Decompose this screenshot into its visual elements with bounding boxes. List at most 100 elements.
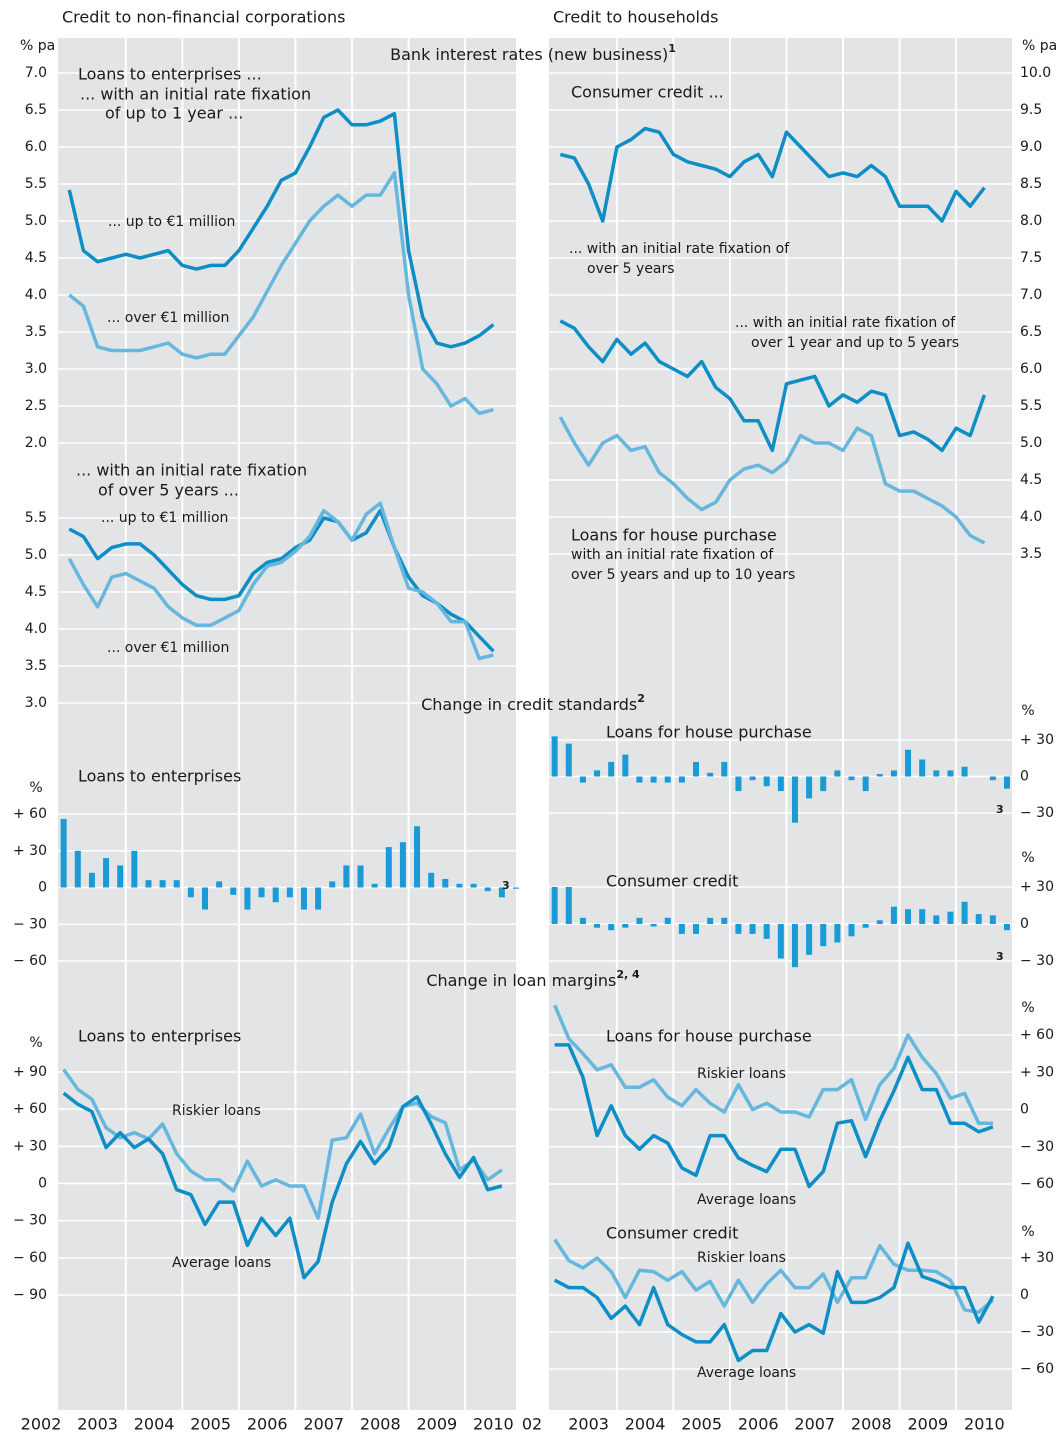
bar <box>399 842 406 888</box>
y-tick-label: − 30 <box>1020 805 1054 821</box>
section-title-text: Change in loan margins <box>426 971 616 990</box>
y-tick-label: 6.5 <box>1020 324 1042 340</box>
axis-unit: % <box>29 780 42 796</box>
y-tick-label: 9.5 <box>1020 102 1042 118</box>
y-tick-label: 5.5 <box>25 176 47 192</box>
series-line <box>554 1043 994 1189</box>
bar <box>594 770 601 777</box>
bar <box>103 858 110 888</box>
bar <box>60 818 67 888</box>
y-tick-label: − 60 <box>1020 1361 1054 1377</box>
bar <box>919 909 926 924</box>
y-tick-label: + 90 <box>13 1064 47 1080</box>
series-line <box>559 319 987 453</box>
bar <box>258 887 265 898</box>
y-tick-label: 0 <box>1020 1102 1029 1118</box>
bar <box>905 749 912 777</box>
bar <box>664 917 671 924</box>
bar <box>636 917 643 924</box>
annotation: Riskier loans <box>697 1250 786 1266</box>
annotation: Riskier loans <box>172 1103 261 1119</box>
annotation: Consumer credit <box>606 872 738 891</box>
y-tick-label: − 30 <box>1020 1324 1054 1340</box>
y-tick-label: 0 <box>1020 1287 1029 1303</box>
y-tick-label: − 30 <box>1020 953 1054 969</box>
annotation: over 5 years and up to 10 years <box>571 567 795 583</box>
annotation: 3 <box>502 879 510 892</box>
bar <box>975 914 982 924</box>
bar <box>343 865 350 888</box>
y-tick-label: 3.0 <box>25 695 47 711</box>
labels: 2002 2003 2004 2005 2006 2007 2008 2009 2010 02 20… <box>13 38 1057 1434</box>
bar <box>905 909 912 924</box>
footnote-mark: 2, 4 <box>616 968 640 981</box>
bar <box>693 761 700 777</box>
bar <box>173 880 180 888</box>
axis-unit: % <box>1021 1224 1034 1240</box>
bar <box>385 847 392 888</box>
bar <box>650 924 657 927</box>
y-tick-label: 7.5 <box>1020 250 1042 266</box>
series-line <box>67 108 495 349</box>
bar <box>551 736 558 777</box>
marks <box>60 108 1010 1363</box>
y-tick-label: 7.0 <box>25 65 47 81</box>
annotation: Average loans <box>697 1365 796 1381</box>
y-tick-label: 0 <box>1020 769 1029 785</box>
bar <box>1004 924 1010 931</box>
x-tick-label: 2006 <box>247 1415 288 1434</box>
y-tick-label: 8.0 <box>1020 213 1042 229</box>
y-tick-label: 2.5 <box>25 398 47 414</box>
bar <box>442 878 449 888</box>
bar <box>777 776 784 792</box>
axis-unit: % <box>1021 1000 1034 1016</box>
bar <box>989 915 996 924</box>
y-tick-label: + 30 <box>1020 1064 1054 1080</box>
annotation: Loans for house purchase <box>606 1027 812 1046</box>
y-tick-label: 4.5 <box>25 250 47 266</box>
bar <box>88 872 95 888</box>
y-tick-label: 5.5 <box>1020 398 1042 414</box>
x-tick-label: 2004 <box>625 1415 666 1434</box>
bar <box>579 917 586 924</box>
bar <box>947 911 954 924</box>
y-tick-label: 4.0 <box>25 287 47 303</box>
bar <box>650 776 657 783</box>
bar <box>565 743 572 777</box>
bar <box>721 917 728 924</box>
annotation: ... over €1 million <box>107 640 229 656</box>
axis-unit: % pa <box>1022 38 1057 54</box>
bar <box>622 754 629 777</box>
series-line <box>553 1004 993 1125</box>
bar <box>806 924 813 955</box>
annotation: ... over €1 million <box>107 310 229 326</box>
bar <box>678 924 685 934</box>
bar <box>636 776 643 783</box>
y-tick-label: + 30 <box>1020 732 1054 748</box>
bar <box>820 776 827 792</box>
y-tick-label: 5.5 <box>25 510 47 526</box>
bar <box>749 776 756 781</box>
footnote-mark: 2 <box>637 692 645 705</box>
bar <box>470 883 477 888</box>
annotation: ... up to €1 million <box>108 214 235 230</box>
y-tick-label: 5.0 <box>25 213 47 229</box>
y-tick-label: 5.0 <box>25 547 47 563</box>
bar <box>551 887 558 924</box>
bar <box>933 915 940 924</box>
bar <box>664 776 671 783</box>
annotation: ... up to €1 million <box>101 510 228 526</box>
y-tick-label: 8.5 <box>1020 176 1042 192</box>
bar <box>862 776 869 792</box>
x-tick-label: 2003 <box>568 1415 609 1434</box>
bar <box>117 865 124 888</box>
bar <box>594 924 601 928</box>
series-line <box>68 508 495 653</box>
bar <box>890 906 897 924</box>
x-tick-label: 2010 <box>473 1415 514 1434</box>
bar <box>202 887 209 910</box>
bar <box>876 774 883 777</box>
bar <box>890 770 897 777</box>
left-panel <box>58 38 516 1410</box>
y-tick-label: 4.5 <box>1020 472 1042 488</box>
